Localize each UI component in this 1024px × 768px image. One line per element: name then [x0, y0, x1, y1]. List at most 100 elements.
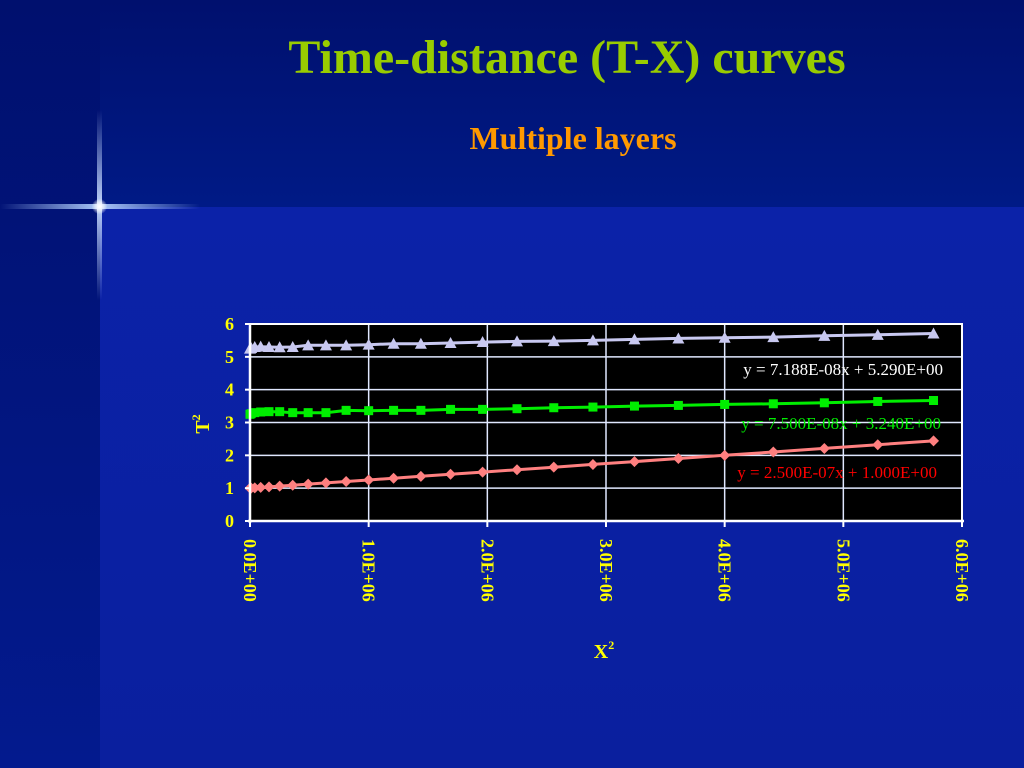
light-flare-icon [92, 199, 107, 214]
data-point-triangle [444, 337, 457, 349]
grid [249, 323, 963, 522]
axes [245, 323, 964, 527]
data-point-square [819, 398, 829, 408]
y-axis-label: T2 [189, 414, 214, 433]
data-point-diamond [628, 456, 640, 468]
data-point-triangle [387, 337, 400, 349]
data-point-square [720, 399, 730, 409]
data-point-triangle [818, 329, 831, 341]
slide-subtitle: Multiple layers [469, 120, 677, 156]
data-point-diamond [872, 439, 884, 451]
y-tick-label: 5 [225, 347, 234, 367]
x-tick-label: 4.0E+06 [715, 539, 735, 602]
x-tick-label: 3.0E+06 [596, 539, 616, 602]
data-point-triangle [254, 340, 267, 352]
y-axis-label-sup: 2 [189, 414, 203, 420]
data-point-triangle [273, 341, 286, 353]
data-point-diamond [719, 449, 731, 461]
y-tick-label: 0 [225, 511, 234, 531]
data-point-triangle [414, 337, 427, 349]
data-point-square [256, 407, 266, 417]
y-tick-label: 1 [225, 478, 234, 498]
data-point-diamond [263, 481, 275, 493]
data-point-diamond [415, 470, 427, 482]
data-point-triangle [871, 328, 884, 340]
data-point-square [588, 402, 598, 412]
data-point-diamond [445, 468, 457, 480]
data-point-triangle [672, 332, 685, 344]
data-point-triangle [586, 334, 599, 346]
slide-title: Time-distance (T-X) curves [288, 31, 846, 84]
data-point-triangle [286, 340, 299, 352]
data-point-triangle [319, 339, 332, 351]
data-point-triangle [511, 335, 523, 347]
data-point-diamond [672, 453, 684, 465]
data-point-diamond [249, 482, 261, 494]
trendline-equation: y = 7.188E-08x + 5.290E+00 [743, 360, 943, 379]
data-point-diamond [363, 474, 375, 486]
trendline-equation: y = 7.500E-08x + 3.240E+00 [741, 414, 941, 433]
data-point-triangle [476, 336, 489, 348]
data-point-triangle [767, 331, 780, 343]
data-point-diamond [477, 466, 489, 478]
data-point-triangle [547, 335, 560, 347]
data-point-square [264, 407, 274, 417]
y-tick-label: 2 [225, 445, 234, 465]
left-band [0, 0, 100, 768]
data-point-square [321, 408, 331, 418]
data-point-diamond [287, 479, 299, 491]
x-tick-labels: 0.0E+00 1.0E+06 2.0E+06 3.0E+06 4.0E+06 5.0E+… [240, 539, 972, 602]
data-point-square [416, 405, 426, 415]
header-band [0, 0, 1024, 207]
x-axis-label-sup: 2 [608, 638, 614, 652]
data-point-diamond [388, 472, 400, 484]
x-tick-label: 0.0E+00 [240, 539, 260, 602]
data-point-diamond [511, 464, 523, 476]
data-point-diamond [274, 480, 286, 492]
data-point-square [288, 408, 298, 418]
data-point-square [446, 404, 456, 414]
x-tick-label: 5.0E+06 [833, 539, 853, 602]
data-point-triangle [362, 338, 375, 350]
y-tick-label: 6 [225, 314, 234, 334]
data-point-square [929, 396, 939, 406]
data-point-square [549, 403, 559, 413]
y-tick-labels: 0 1 2 3 4 5 6 [225, 314, 234, 531]
data-point-triangle [340, 339, 353, 351]
data-point-diamond [548, 461, 560, 473]
data-point-square [250, 408, 260, 418]
data-point-square [768, 399, 778, 409]
data-point-diamond [587, 458, 599, 470]
data-point-diamond [302, 478, 314, 490]
data-point-triangle [262, 340, 275, 352]
y-tick-label: 3 [225, 413, 234, 433]
data-point-square [364, 406, 374, 416]
data-point-triangle [302, 339, 315, 351]
data-point-diamond [928, 435, 940, 447]
x-tick-label: 6.0E+06 [952, 539, 972, 602]
data-point-square [629, 401, 639, 411]
data-point-square [341, 405, 351, 415]
x-tick-label: 1.0E+06 [359, 539, 379, 602]
data-point-diamond [255, 481, 267, 493]
data-point-square [478, 404, 488, 414]
data-point-square [275, 407, 285, 417]
data-point-diamond [320, 477, 332, 489]
data-point-square [303, 408, 313, 418]
y-axis-label-text: T [192, 420, 214, 434]
data-point-square [873, 396, 883, 406]
data-point-diamond [340, 476, 352, 488]
x-axis-label: X2 [594, 638, 614, 663]
data-point-triangle [718, 331, 731, 343]
data-point-square [389, 405, 399, 415]
x-tick-label: 2.0E+06 [477, 539, 497, 602]
trendline-equations: y = 7.188E-08x + 5.290E+00 y = 7.500E-08x… [737, 360, 943, 482]
data-point-triangle [927, 327, 940, 339]
y-tick-label: 4 [225, 380, 234, 400]
data-point-diamond [767, 446, 779, 458]
data-point-square [673, 400, 683, 410]
data-point-square [512, 404, 522, 414]
data-point-triangle [628, 333, 641, 345]
trendline-equation: y = 2.500E-07x + 1.000E+00 [737, 463, 937, 482]
